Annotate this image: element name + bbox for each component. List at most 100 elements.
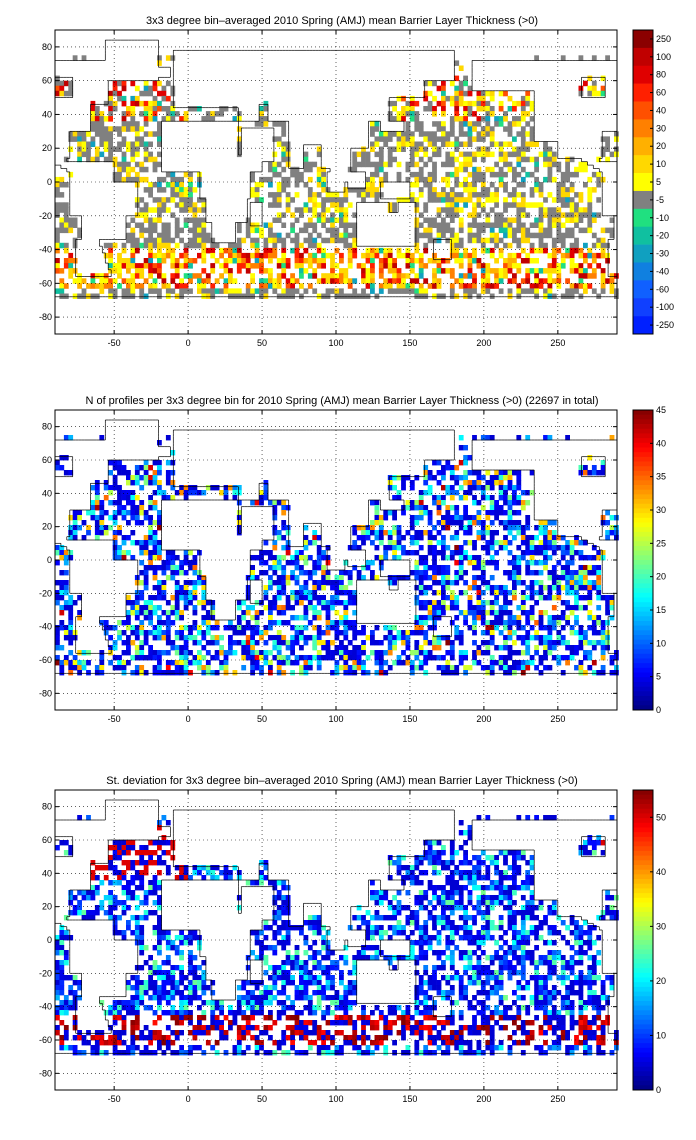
heatmap-cell <box>94 530 100 536</box>
heatmap-cell <box>374 161 380 168</box>
heatmap-cell <box>214 278 220 284</box>
heatmap-cell <box>414 227 420 234</box>
heatmap-cell <box>112 85 118 92</box>
colorbar-tick-label: 20 <box>656 141 666 151</box>
heatmap-cell <box>365 293 371 299</box>
heatmap-cell <box>321 207 326 213</box>
heatmap-cell <box>569 187 575 193</box>
heatmap-cell <box>441 570 446 576</box>
heatmap-cell <box>68 136 74 142</box>
heatmap-cell <box>352 242 358 249</box>
heatmap-cell <box>454 560 460 566</box>
heatmap-cell <box>392 575 397 581</box>
heatmap-cell <box>374 171 380 178</box>
heatmap-cell <box>99 435 105 441</box>
y-tick-label: -60 <box>39 278 52 288</box>
heatmap-cell <box>170 55 176 61</box>
heatmap-cell <box>276 278 282 284</box>
colorbar-swatch <box>633 226 653 245</box>
heatmap-cell <box>480 545 486 551</box>
heatmap-cell <box>574 550 579 556</box>
heatmap-cell <box>59 207 65 213</box>
heatmap-cell <box>507 515 513 521</box>
heatmap-cell <box>503 242 508 249</box>
heatmap-cell <box>543 151 548 158</box>
heatmap-cell <box>121 100 127 107</box>
heatmap-cell <box>321 263 326 269</box>
heatmap-cell <box>108 293 113 299</box>
heatmap-cell <box>130 156 136 163</box>
heatmap-cell <box>108 252 113 259</box>
heatmap-cell <box>285 202 291 208</box>
heatmap-cell <box>165 55 171 61</box>
heatmap-cell <box>316 600 322 606</box>
heatmap-cell <box>436 268 442 274</box>
heatmap-cell <box>321 222 326 228</box>
heatmap-cell <box>560 237 566 244</box>
heatmap-cell <box>485 495 491 501</box>
heatmap-cell <box>409 136 415 142</box>
heatmap-cell <box>126 268 131 274</box>
heatmap-cell <box>290 227 295 234</box>
heatmap-cell <box>276 141 282 147</box>
heatmap-cell <box>245 590 251 596</box>
heatmap-cell <box>81 55 87 61</box>
heatmap-cell <box>174 580 180 586</box>
heatmap-cell <box>68 530 74 536</box>
heatmap-cell <box>565 278 570 284</box>
colorbar-tick-label: 250 <box>656 34 671 44</box>
heatmap-cell <box>365 283 371 289</box>
heatmap-cell <box>179 252 184 259</box>
heatmap-cell <box>467 126 473 132</box>
heatmap-cell <box>63 580 69 586</box>
heatmap-cell <box>512 510 517 516</box>
heatmap-cell <box>454 278 460 284</box>
heatmap-cell <box>161 565 167 571</box>
heatmap-cell <box>330 268 335 274</box>
heatmap-cell <box>281 242 287 249</box>
heatmap-cell <box>365 151 371 158</box>
heatmap-cell <box>90 136 96 142</box>
heatmap-cell <box>197 600 202 606</box>
colorbar-tick-label: -5 <box>656 195 664 205</box>
heatmap-cell <box>489 95 495 102</box>
heatmap-cell <box>210 252 216 259</box>
heatmap-cell <box>525 146 531 152</box>
heatmap-cell <box>396 273 402 279</box>
heatmap-cell <box>503 111 508 117</box>
heatmap-cell <box>148 555 153 561</box>
heatmap-cell <box>432 258 437 264</box>
heatmap-cell <box>498 146 504 152</box>
heatmap-cell <box>361 161 366 168</box>
heatmap-cell <box>192 202 198 208</box>
heatmap-cell <box>59 90 65 97</box>
heatmap-cell <box>312 540 318 546</box>
heatmap-cell <box>361 293 366 299</box>
heatmap-cell <box>148 258 153 264</box>
heatmap-cell <box>569 590 575 596</box>
heatmap-cell <box>423 585 429 591</box>
heatmap-cell <box>188 263 193 269</box>
heatmap-cell <box>392 510 397 516</box>
heatmap-cell <box>441 515 446 521</box>
heatmap-cell <box>476 212 482 218</box>
heatmap-cell <box>148 116 153 122</box>
heatmap-cell <box>343 278 349 284</box>
heatmap-cell <box>436 550 442 556</box>
heatmap-cell <box>183 247 189 254</box>
heatmap-cell <box>143 90 149 97</box>
heatmap-cell <box>281 555 287 561</box>
heatmap-cell <box>512 171 517 178</box>
heatmap-cell <box>560 258 566 264</box>
heatmap-cell <box>587 207 593 213</box>
heatmap-cell <box>480 247 486 254</box>
heatmap-cell <box>512 237 517 244</box>
heatmap-cell <box>432 151 437 158</box>
heatmap-cell <box>480 490 486 496</box>
heatmap-cell <box>126 278 131 284</box>
heatmap-cell <box>485 485 491 491</box>
heatmap-cell <box>303 207 309 213</box>
heatmap-cell <box>268 258 273 264</box>
heatmap-cell <box>472 515 477 521</box>
heatmap-cell <box>352 278 358 284</box>
